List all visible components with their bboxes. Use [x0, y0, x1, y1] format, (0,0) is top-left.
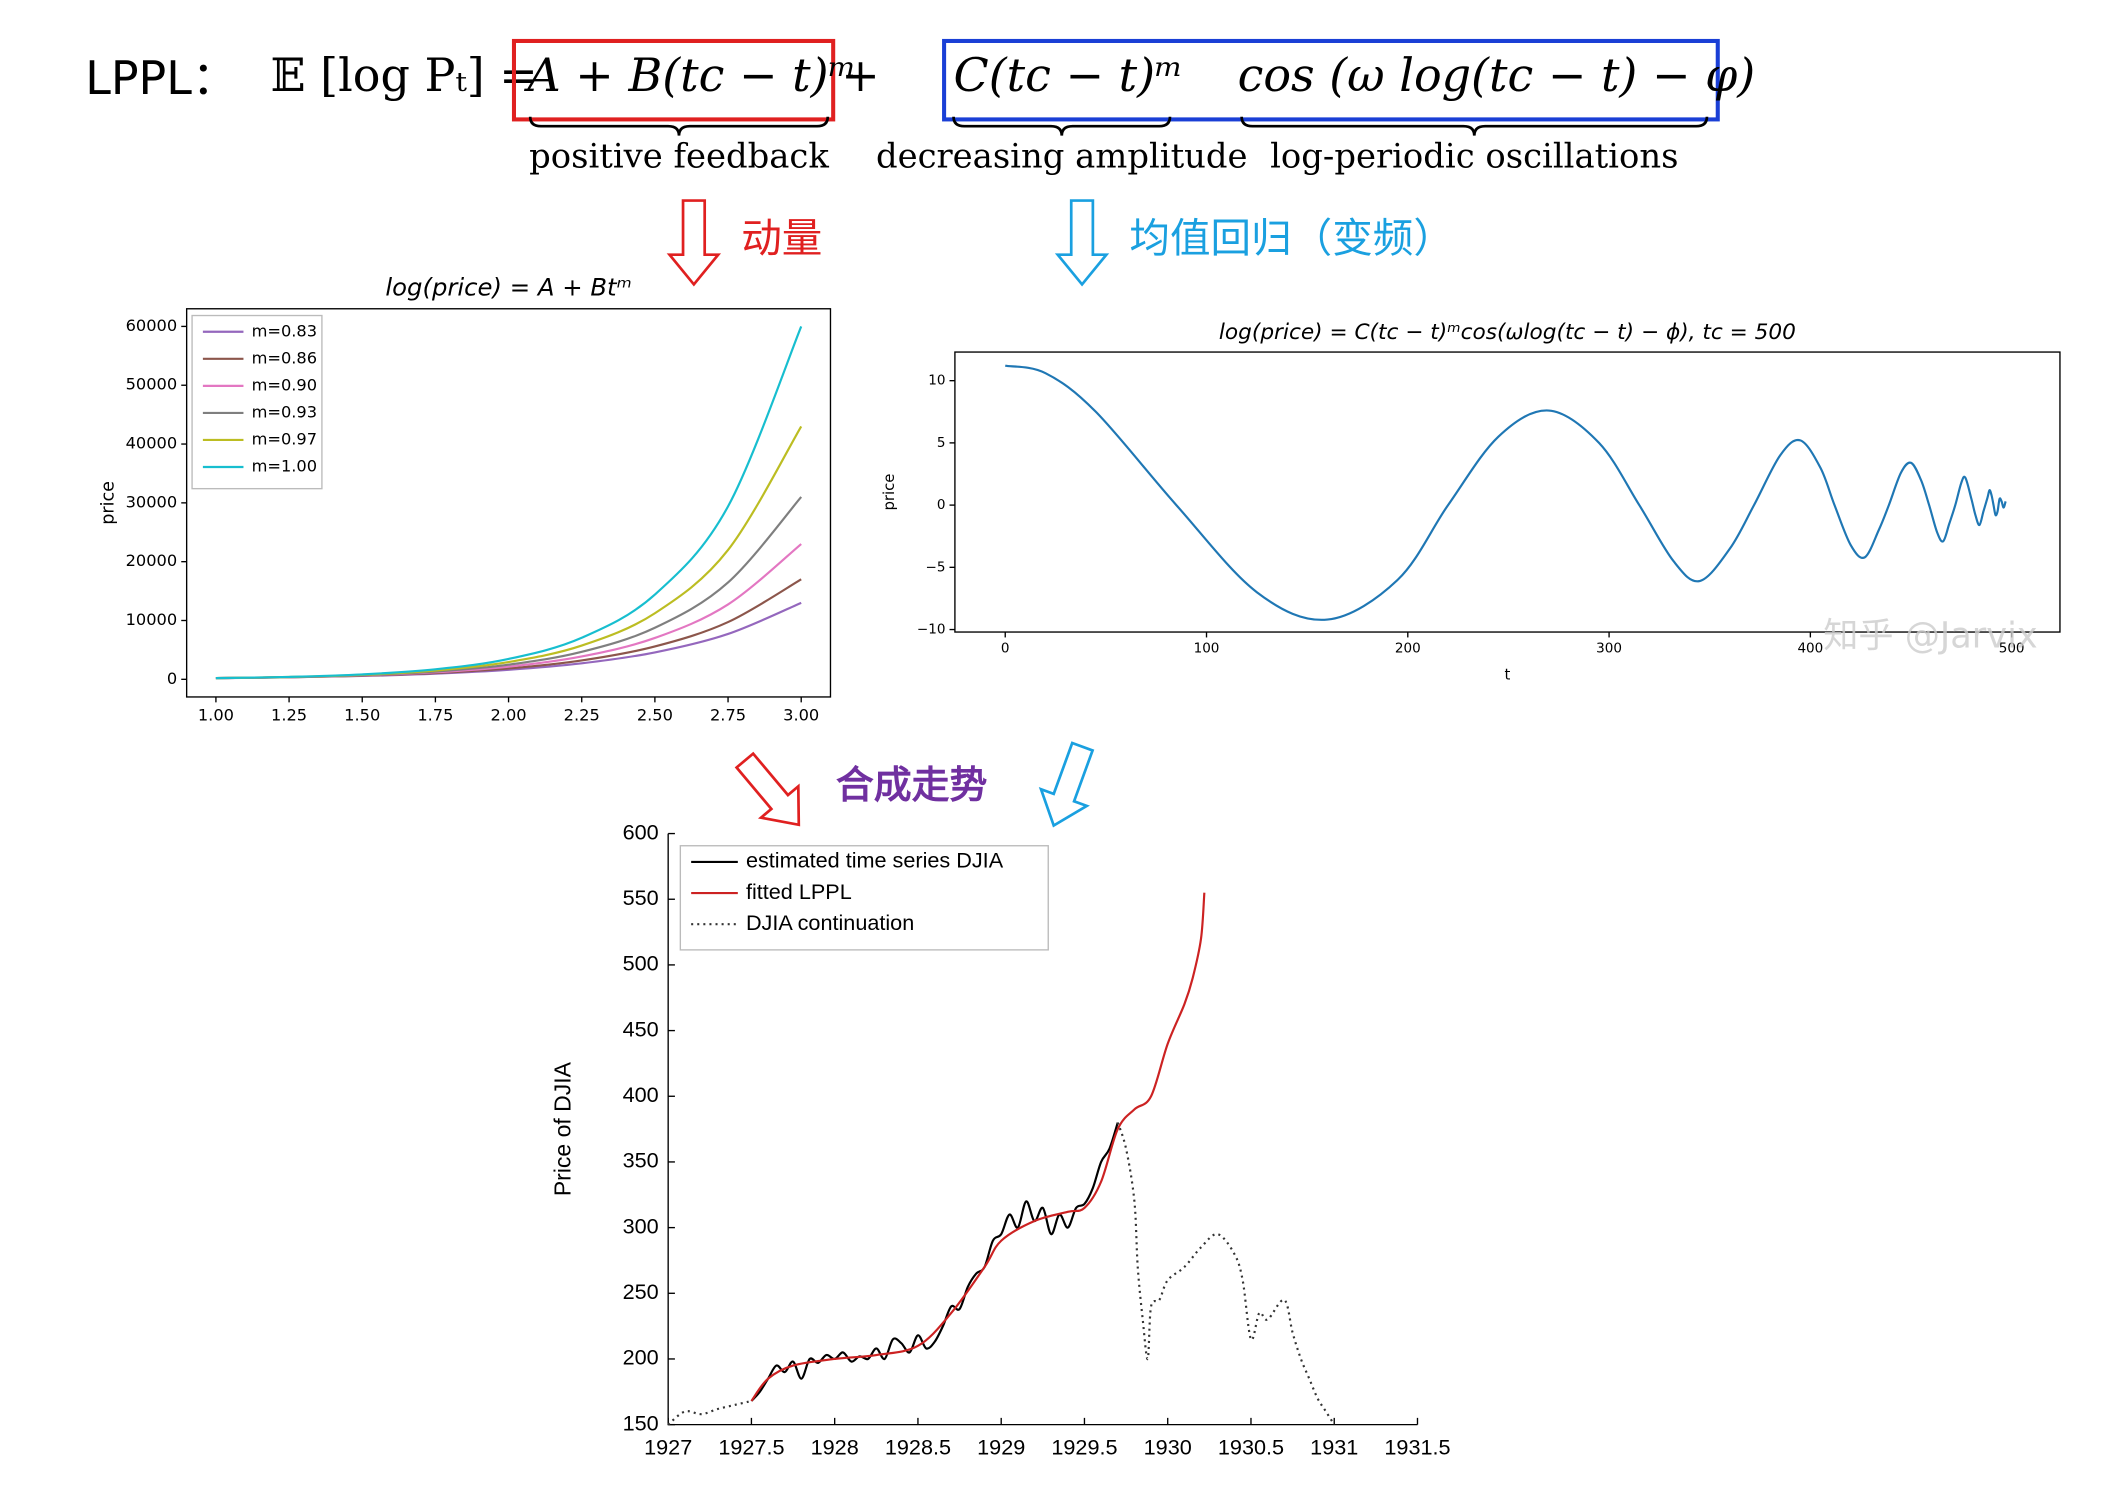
formula-part: + — [841, 48, 880, 102]
x-tick-label: 1.50 — [344, 705, 380, 724]
x-tick-label: 1929.5 — [1051, 1435, 1117, 1460]
y-tick-label: 350 — [623, 1148, 659, 1173]
y-tick-label: 600 — [623, 819, 659, 844]
formula-part: C(tc − t)ᵐ — [954, 48, 1184, 102]
arrow-label: 动量 — [741, 214, 822, 262]
y-tick-label: 5 — [937, 435, 946, 451]
x-tick-label: 1.00 — [198, 705, 234, 724]
x-tick-label: 3.00 — [783, 705, 819, 724]
arrow — [734, 751, 801, 827]
arrow — [1038, 741, 1095, 828]
y-tick-label: 30000 — [126, 492, 178, 511]
legend-box — [679, 845, 1049, 951]
y-tick-label: −10 — [917, 622, 946, 638]
y-tick-label: 20000 — [126, 551, 178, 570]
x-tick-label: 400 — [1797, 640, 1823, 656]
x-tick-label: 1930 — [1144, 1435, 1192, 1460]
chart: 1.00 1.25 1.50 1.75 2.00 2.25 2.50 2.75 3.00 0 100… — [99, 272, 832, 724]
legend-label: estimated time series DJIA — [746, 848, 1004, 873]
x-tick-label: 1931 — [1310, 1435, 1358, 1460]
formula-part: cos (ω log(tc − t) − φ) — [1238, 48, 1756, 102]
arrow — [1054, 199, 1110, 287]
formula-part: 𝔼 [log Pₜ] = — [271, 48, 538, 102]
y-tick-label: 400 — [623, 1082, 659, 1107]
y-tick-label: 250 — [623, 1279, 659, 1304]
chart-title: log(price) = C(tc − t)ᵐcos(ωlog(tc − t) … — [1219, 320, 1796, 345]
blue-box — [942, 38, 1720, 122]
series-line — [1005, 364, 2007, 621]
x-tick-label: 2.75 — [710, 705, 746, 724]
legend-box — [191, 314, 323, 490]
x-tick-label: 2.25 — [564, 705, 600, 724]
watermark: 知乎 @Jarvix — [1823, 615, 2037, 656]
y-tick-label: 10000 — [126, 610, 178, 629]
legend-label: DJIA continuation — [746, 910, 914, 935]
y-tick-label: 550 — [623, 885, 659, 910]
x-tick-label: 500 — [1999, 640, 2025, 656]
x-tick-label: 1931.5 — [1384, 1435, 1450, 1460]
y-axis-label: Price of DJIA — [549, 1061, 575, 1196]
braces — [528, 116, 1709, 136]
y-tick-label: 50000 — [126, 375, 178, 394]
legend-label: m=0.93 — [252, 402, 318, 421]
y-axis-label: price — [99, 481, 119, 525]
series-line — [750, 1122, 1119, 1402]
arrow — [666, 199, 722, 287]
x-tick-label: 1928.5 — [885, 1435, 951, 1460]
x-tick-label: 1930.5 — [1218, 1435, 1284, 1460]
legend-label: m=0.86 — [252, 348, 318, 367]
x-tick-label: 1929 — [977, 1435, 1025, 1460]
y-tick-label: 450 — [623, 1016, 659, 1041]
chart: 1927 1927.5 1928 1928.5 1929 1929.5 1930 1930.5… — [549, 819, 1450, 1459]
x-tick-label: 2.00 — [491, 705, 527, 724]
x-tick-label: 2.50 — [637, 705, 673, 724]
y-tick-label: 150 — [623, 1410, 659, 1435]
series-line — [750, 892, 1206, 1402]
x-tick-label: 0 — [1001, 640, 1010, 656]
legend-label: m=1.00 — [252, 457, 318, 476]
red-box — [511, 38, 836, 122]
term-label: decreasing amplitude — [876, 137, 1248, 176]
y-tick-label: −5 — [926, 559, 946, 575]
y-tick-label: 500 — [623, 951, 659, 976]
series-line — [667, 1122, 1336, 1426]
x-tick-label: 1927 — [644, 1435, 692, 1460]
legend-label: m=0.97 — [252, 429, 318, 448]
x-tick-label: 1.75 — [417, 705, 453, 724]
x-tick-label: 1927.5 — [718, 1435, 784, 1460]
plot-frame — [954, 351, 2061, 633]
term-label: log-periodic oscillations — [1270, 137, 1678, 176]
y-tick-label: 0 — [167, 669, 177, 688]
y-tick-label: 60000 — [126, 316, 178, 335]
x-tick-label: 300 — [1596, 640, 1622, 656]
arrow-label: 合成走势 — [836, 763, 988, 807]
series-line — [215, 496, 803, 680]
arrow-label: 均值回归（变频） — [1129, 214, 1454, 262]
series-line — [215, 326, 803, 680]
legend-label: fitted LPPL — [746, 879, 852, 904]
legend-label: m=0.83 — [252, 321, 318, 340]
term-label: positive feedback — [529, 137, 829, 176]
x-tick-label: 200 — [1395, 640, 1421, 656]
chart: 0 100 200 300 400 500 −10 −5 0 5 10 log(price) = C(… — [880, 320, 2061, 683]
x-axis-label: t — [1505, 665, 1511, 683]
y-tick-label: 0 — [937, 497, 946, 513]
y-tick-label: 10 — [928, 373, 945, 389]
y-tick-label: 40000 — [126, 434, 178, 453]
y-tick-label: 300 — [623, 1213, 659, 1238]
chart-title: log(price) = A + Btᵐ — [385, 272, 631, 301]
x-tick-label: 1.25 — [271, 705, 307, 724]
legend-label: m=0.90 — [252, 375, 318, 394]
formula-part: A + B(tc − t)ᵐ — [524, 48, 857, 102]
x-tick-label: 1928 — [811, 1435, 859, 1460]
y-tick-label: 200 — [623, 1345, 659, 1370]
y-axis-label: price — [880, 474, 898, 511]
lppl-label: LPPL： — [85, 51, 238, 105]
x-tick-label: 100 — [1194, 640, 1220, 656]
